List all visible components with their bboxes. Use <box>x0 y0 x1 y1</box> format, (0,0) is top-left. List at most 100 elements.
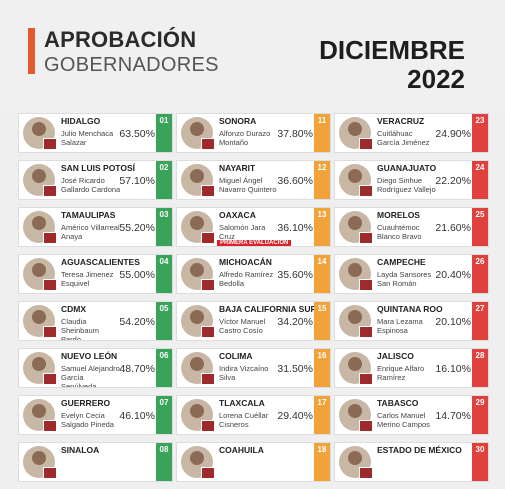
rank-badge: 24 <box>472 161 488 199</box>
party-logo-icon <box>201 185 215 197</box>
governor-photo <box>339 117 371 149</box>
governor-card: NAYARIT Miguel Ángel Navarro Quintero 36.6… <box>176 160 331 200</box>
approval-percent: 46.10% <box>119 410 155 422</box>
governor-card: AGUASCALIENTES Teresa Jimenez Esquivel 55.… <box>18 254 173 294</box>
state-name: TAMAULIPAS <box>61 210 116 220</box>
state-name: ESTADO DE MÉXICO <box>377 445 462 455</box>
state-name: MORELOS <box>377 210 420 220</box>
party-logo-icon <box>359 138 373 150</box>
state-name: CDMX <box>61 304 87 314</box>
party-logo-icon <box>43 373 57 385</box>
party-logo-icon <box>201 467 215 479</box>
governor-card: NUEVO LEÓN Samuel Alejandro García Sepúlv… <box>18 348 173 388</box>
governor-name: Víctor Manuel Castro Cosío <box>219 317 266 335</box>
approval-percent: 48.70% <box>119 363 155 375</box>
party-logo-icon <box>359 279 373 291</box>
ranking-column: SONORA Alfonzo Durazo Montaño 37.80% 11 NAYA… <box>176 113 331 489</box>
ranking-column: HIDALGO Julio Menchaca Salazar 63.50% 01 SAN… <box>18 113 173 489</box>
party-logo-icon <box>201 279 215 291</box>
state-name: AGUASCALIENTES <box>61 257 140 267</box>
governor-card: SAN LUIS POTOSÍ José Ricardo Gallardo Car… <box>18 160 173 200</box>
rank-badge: 23 <box>472 114 488 152</box>
governor-card: BAJA CALIFORNIA SUR Víctor Manuel Castro … <box>176 301 331 341</box>
governor-card: JALISCO Enrique Alfaro Ramírez 16.10% 28 <box>334 348 489 388</box>
approval-percent: 20.10% <box>435 316 471 328</box>
governor-card: CAMPECHE Layda Sansores San Román 20.40% 26 <box>334 254 489 294</box>
governor-card: SINALOA 08 <box>18 442 173 482</box>
state-name: SAN LUIS POTOSÍ <box>61 163 135 173</box>
state-name: SINALOA <box>61 445 100 455</box>
governor-card: CDMX Claudia Sheinbaum Pardo 54.20% 05 <box>18 301 173 341</box>
approval-percent: 57.10% <box>119 175 155 187</box>
governor-name: José Ricardo Gallardo Cardona <box>61 176 121 194</box>
rank-badge: 11 <box>314 114 330 152</box>
party-logo-icon <box>201 420 215 432</box>
governor-name: Claudia Sheinbaum Pardo <box>61 317 99 341</box>
governor-name: Alfonzo Durazo Montaño <box>219 129 271 147</box>
state-name: HIDALGO <box>61 116 101 126</box>
rank-badge: 18 <box>314 443 330 481</box>
governor-card: ESTADO DE MÉXICO 30 <box>334 442 489 482</box>
governor-photo <box>339 399 371 431</box>
governor-name: Américo Villarreal Anaya <box>61 223 120 241</box>
approval-percent: 36.10% <box>277 222 313 234</box>
year-label: 2022 <box>407 64 465 94</box>
rank-badge: 15 <box>314 302 330 340</box>
party-logo-icon <box>43 232 57 244</box>
party-logo-icon <box>359 232 373 244</box>
approval-percent: 36.60% <box>277 175 313 187</box>
governor-name: Layda Sansores San Román <box>377 270 432 288</box>
approval-percent: 31.50% <box>277 363 313 375</box>
approval-percent: 21.60% <box>435 222 471 234</box>
governor-card: SONORA Alfonzo Durazo Montaño 37.80% 11 <box>176 113 331 153</box>
rank-badge: 28 <box>472 349 488 387</box>
approval-percent: 55.20% <box>119 222 155 234</box>
party-logo-icon <box>43 279 57 291</box>
party-logo-icon <box>43 185 57 197</box>
state-name: COAHUILA <box>219 445 264 455</box>
governor-name: Samuel Alejandro García Sepúlveda <box>61 364 120 388</box>
governor-card: COAHUILA 18 <box>176 442 331 482</box>
state-name: JALISCO <box>377 351 414 361</box>
governor-name: Diego Sinhue Rodríguez Vallejo <box>377 176 436 194</box>
party-logo-icon <box>201 232 215 244</box>
governor-name: Cuauhtémoc Blanco Bravo <box>377 223 422 241</box>
governor-name: Carlos Manuel Merino Campos <box>377 411 430 429</box>
rank-badge: 17 <box>314 396 330 434</box>
party-logo-icon <box>201 138 215 150</box>
governor-card: TLAXCALA Lorena Cuéllar Cisneros 29.40% 17 <box>176 395 331 435</box>
party-logo-icon <box>43 326 57 338</box>
rank-badge: 03 <box>156 208 172 246</box>
header: APROBACIÓN GOBERNADORES DICIEMBRE 2022 <box>0 0 505 110</box>
rank-badge: 27 <box>472 302 488 340</box>
governor-name: Cuitláhuac García Jiménez <box>377 129 430 147</box>
title-main: APROBACIÓN <box>44 27 197 52</box>
state-name: MICHOACÁN <box>219 257 272 267</box>
ranking-column: VERACRUZ Cuitláhuac García Jiménez 24.90% 2… <box>334 113 489 489</box>
governor-name: Indira Vizcaíno Silva <box>219 364 269 382</box>
rank-badge: 04 <box>156 255 172 293</box>
state-name: NUEVO LEÓN <box>61 351 118 361</box>
evaluation-note: PRIMERA EVALUACIÓN <box>217 240 292 246</box>
rank-badge: 05 <box>156 302 172 340</box>
governor-name: Salomón Jara Cruz <box>219 223 266 241</box>
party-logo-icon <box>43 138 57 150</box>
state-name: OAXACA <box>219 210 256 220</box>
governor-photo <box>181 305 213 337</box>
governor-card: TAMAULIPAS Américo Villarreal Anaya 55.20%… <box>18 207 173 247</box>
rank-badge: 29 <box>472 396 488 434</box>
governor-card: QUINTANA ROO Mara Lezama Espinosa 20.10% 27 <box>334 301 489 341</box>
party-logo-icon <box>43 467 57 479</box>
governor-card: OAXACA Salomón Jara Cruz 36.10% 13 PRIMERA E… <box>176 207 331 247</box>
approval-percent: 55.00% <box>119 269 155 281</box>
governor-photo <box>23 117 55 149</box>
rank-badge: 06 <box>156 349 172 387</box>
state-name: TABASCO <box>377 398 419 408</box>
rank-badge: 30 <box>472 443 488 481</box>
approval-percent: 24.90% <box>435 128 471 140</box>
governor-card: COLIMA Indira Vizcaíno Silva 31.50% 16 <box>176 348 331 388</box>
rank-badge: 26 <box>472 255 488 293</box>
approval-percent: 20.40% <box>435 269 471 281</box>
month-label: DICIEMBRE <box>319 35 465 65</box>
approval-percent: 54.20% <box>119 316 155 328</box>
